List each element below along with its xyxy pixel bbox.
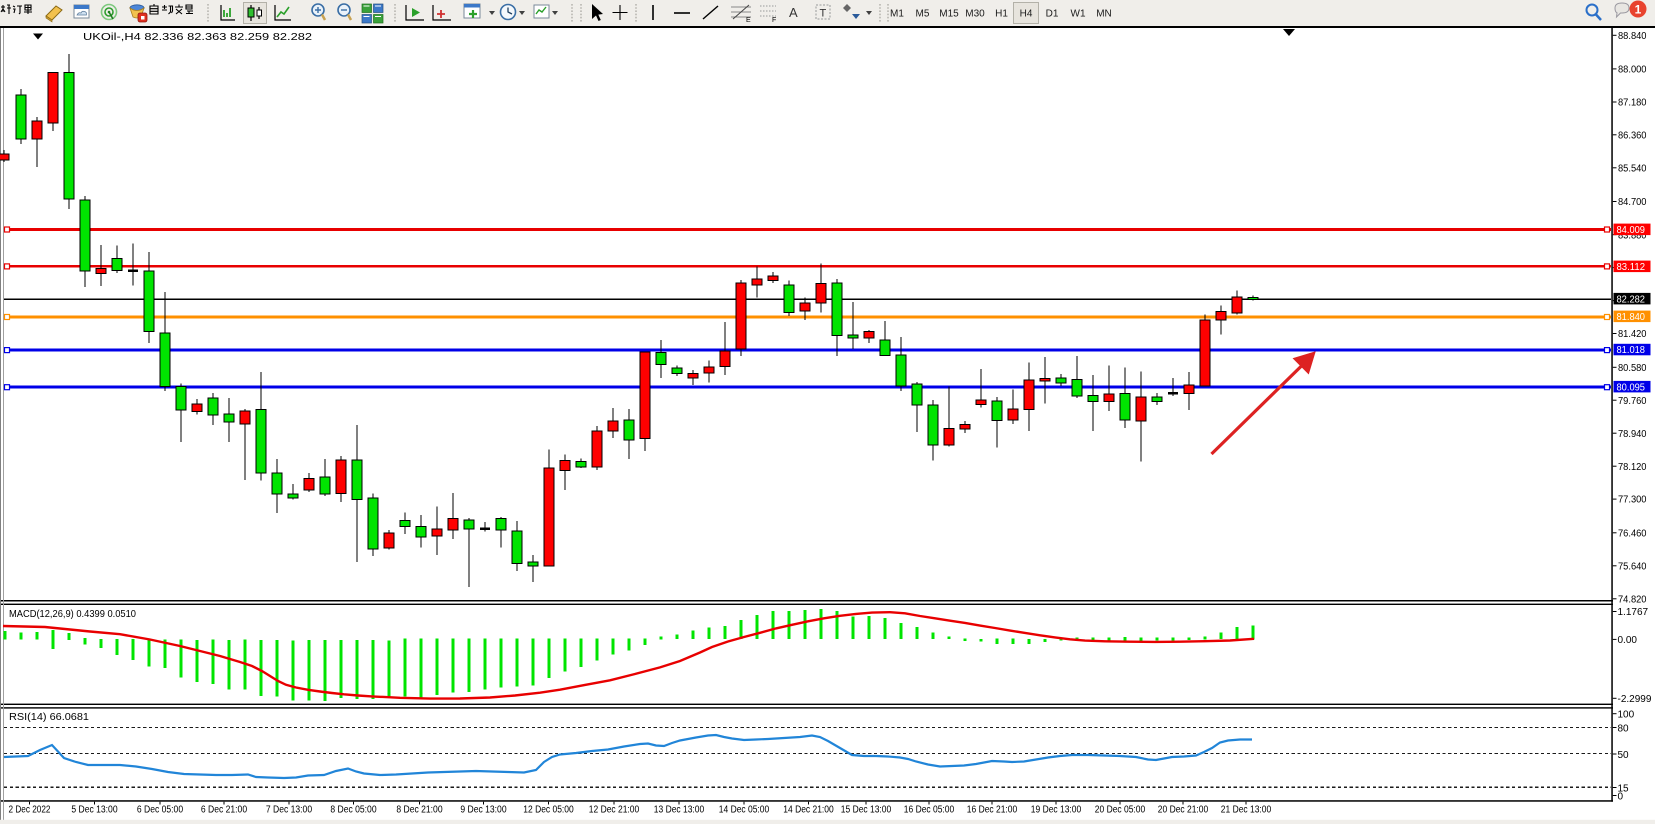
svg-text:W1: W1 bbox=[1071, 9, 1086, 20]
svg-text:78.940: 78.940 bbox=[1618, 429, 1647, 440]
svg-text:UKOil-,H4 82.336 82.363 82.25: UKOil-,H4 82.336 82.363 82.259 82.282 bbox=[83, 31, 312, 43]
svg-text:0.00: 0.00 bbox=[1618, 635, 1638, 646]
svg-text:20 Dec 21:00: 20 Dec 21:00 bbox=[1158, 805, 1209, 816]
svg-text:12 Dec 05:00: 12 Dec 05:00 bbox=[523, 805, 574, 816]
svg-text:81.840: 81.840 bbox=[1617, 312, 1646, 323]
svg-text:H4: H4 bbox=[1020, 9, 1033, 20]
svg-text:50: 50 bbox=[1618, 750, 1630, 761]
svg-text:MN: MN bbox=[1096, 9, 1112, 20]
svg-text:MACD(12,26,9) 0.4399 0.0510: MACD(12,26,9) 0.4399 0.0510 bbox=[9, 608, 136, 620]
svg-text:74.820: 74.820 bbox=[1618, 594, 1647, 605]
svg-text:2 Dec 2022: 2 Dec 2022 bbox=[9, 805, 51, 816]
svg-text:12 Dec 21:00: 12 Dec 21:00 bbox=[589, 805, 640, 816]
svg-text:M30: M30 bbox=[965, 9, 985, 20]
svg-text:82.282: 82.282 bbox=[1617, 294, 1646, 305]
svg-text:80.095: 80.095 bbox=[1617, 382, 1646, 393]
svg-text:86.360: 86.360 bbox=[1618, 130, 1647, 141]
svg-text:F: F bbox=[772, 17, 776, 24]
svg-text:20 Dec 05:00: 20 Dec 05:00 bbox=[1095, 805, 1146, 816]
svg-text:81.018: 81.018 bbox=[1617, 345, 1646, 356]
svg-text:80.580: 80.580 bbox=[1618, 363, 1647, 374]
svg-text:16 Dec 21:00: 16 Dec 21:00 bbox=[967, 805, 1018, 816]
svg-text:6 Dec 05:00: 6 Dec 05:00 bbox=[137, 805, 184, 816]
svg-text:RSI(14) 66.0681: RSI(14) 66.0681 bbox=[9, 711, 89, 723]
svg-text:8 Dec 21:00: 8 Dec 21:00 bbox=[396, 805, 443, 816]
svg-text:21 Dec 13:00: 21 Dec 13:00 bbox=[1221, 805, 1272, 816]
svg-text:5 Dec 13:00: 5 Dec 13:00 bbox=[71, 805, 118, 816]
svg-text:1: 1 bbox=[1635, 3, 1642, 17]
svg-text:15: 15 bbox=[1618, 783, 1630, 794]
svg-text:78.120: 78.120 bbox=[1618, 462, 1647, 473]
svg-text:88.000: 88.000 bbox=[1618, 65, 1647, 76]
svg-text:A: A bbox=[789, 5, 798, 20]
svg-text:83.112: 83.112 bbox=[1617, 262, 1646, 273]
svg-text:79.760: 79.760 bbox=[1618, 396, 1647, 407]
svg-text:83.880: 83.880 bbox=[1618, 230, 1647, 241]
svg-text:87.180: 87.180 bbox=[1618, 98, 1647, 109]
svg-text:75.640: 75.640 bbox=[1618, 561, 1647, 572]
svg-text:84.700: 84.700 bbox=[1618, 197, 1647, 208]
svg-text:H1: H1 bbox=[995, 9, 1008, 20]
svg-text:-2.2999: -2.2999 bbox=[1618, 694, 1652, 705]
svg-text:81.420: 81.420 bbox=[1618, 329, 1647, 340]
svg-text:13 Dec 13:00: 13 Dec 13:00 bbox=[654, 805, 705, 816]
svg-text:100: 100 bbox=[1618, 710, 1635, 721]
svg-text:M5: M5 bbox=[916, 9, 930, 20]
svg-text:16 Dec 05:00: 16 Dec 05:00 bbox=[904, 805, 955, 816]
svg-text:6 Dec 21:00: 6 Dec 21:00 bbox=[201, 805, 248, 816]
svg-text:8 Dec 05:00: 8 Dec 05:00 bbox=[330, 805, 377, 816]
svg-text:M15: M15 bbox=[939, 9, 959, 20]
svg-text:M1: M1 bbox=[890, 9, 904, 20]
svg-text:84.009: 84.009 bbox=[1617, 225, 1646, 236]
svg-text:0: 0 bbox=[1618, 791, 1624, 802]
svg-text:7 Dec 13:00: 7 Dec 13:00 bbox=[266, 805, 313, 816]
svg-text:1.1767: 1.1767 bbox=[1618, 607, 1649, 618]
svg-text:88.840: 88.840 bbox=[1618, 31, 1647, 42]
svg-text:T: T bbox=[820, 8, 827, 20]
svg-text:19 Dec 13:00: 19 Dec 13:00 bbox=[1031, 805, 1082, 816]
svg-text:E: E bbox=[746, 17, 751, 24]
svg-text:9 Dec 13:00: 9 Dec 13:00 bbox=[460, 805, 507, 816]
svg-text:15 Dec 13:00: 15 Dec 13:00 bbox=[841, 805, 892, 816]
svg-text:14 Dec 05:00: 14 Dec 05:00 bbox=[719, 805, 770, 816]
svg-text:76.460: 76.460 bbox=[1618, 528, 1647, 539]
svg-text:D1: D1 bbox=[1046, 9, 1059, 20]
svg-text:80: 80 bbox=[1618, 723, 1630, 734]
svg-text:85.540: 85.540 bbox=[1618, 163, 1647, 174]
svg-text:14 Dec 21:00: 14 Dec 21:00 bbox=[783, 805, 834, 816]
svg-text:77.300: 77.300 bbox=[1618, 495, 1647, 506]
